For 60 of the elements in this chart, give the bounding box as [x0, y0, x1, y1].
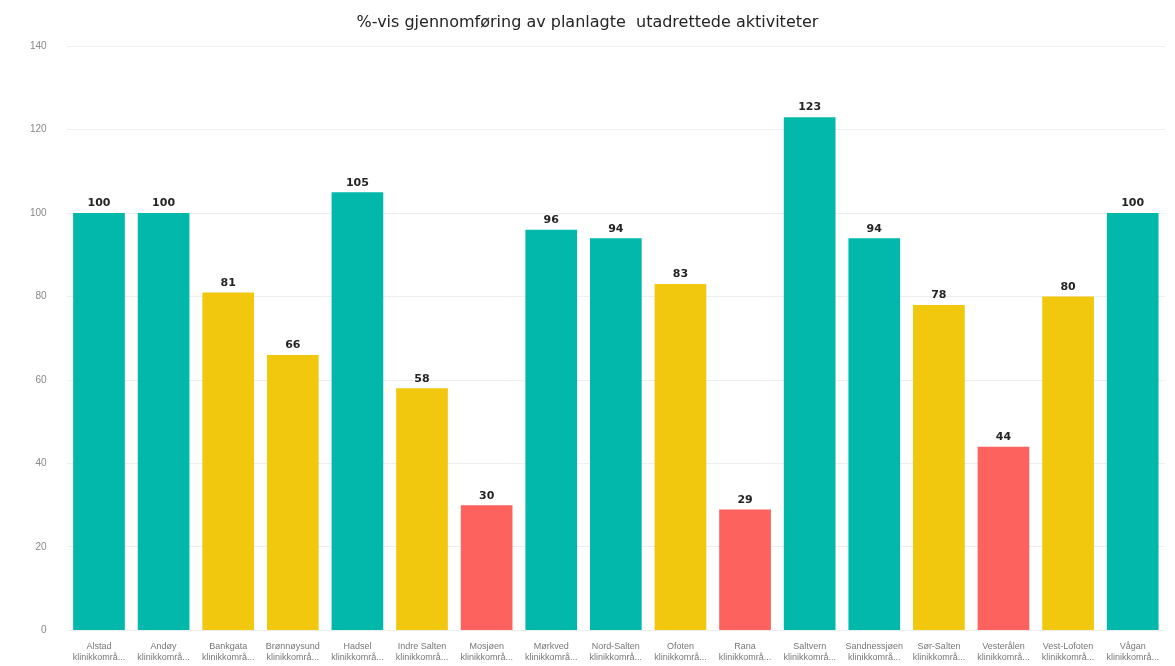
- data-label: 30: [478, 488, 495, 502]
- y-tick-label: 80: [35, 290, 48, 302]
- bar: [848, 238, 901, 630]
- data-label: 80: [1060, 279, 1077, 293]
- bar: [73, 213, 125, 630]
- bar: [913, 304, 965, 630]
- x-tick-label: Vesterålen klinikkområ...: [977, 641, 1030, 663]
- y-tick-label: 120: [30, 123, 48, 135]
- x-tick-label: Vågan klinikkområ...: [1106, 641, 1159, 663]
- bar: [266, 354, 319, 630]
- data-label: 100: [87, 196, 111, 210]
- data-label: 58: [414, 371, 430, 385]
- data-label: 78: [931, 288, 947, 302]
- data-label: 66: [285, 338, 301, 352]
- y-tick-label: 0: [41, 624, 48, 636]
- x-tick-label: Vest-Lofoten klinikkområ...: [1041, 641, 1095, 663]
- x-tick-label: Sør-Salten klinikkområ...: [912, 641, 966, 663]
- bar: [331, 192, 384, 630]
- x-tick-label: Mosjøen klinikkområ...: [460, 641, 513, 663]
- x-tick-label: Bankgata klinikkområ...: [201, 641, 255, 663]
- x-tick-label: Indre Salten klinikkområ...: [395, 641, 449, 663]
- x-tick-label: Rana klinikkområ...: [718, 641, 772, 663]
- x-tick-label: Brønnøysund klinikkområ...: [265, 641, 320, 663]
- x-tick-label: Hadsel klinikkområ...: [331, 641, 384, 663]
- bar: [783, 117, 836, 630]
- data-label: 94: [608, 221, 624, 235]
- data-label: 83: [672, 267, 689, 281]
- y-tick-label: 100: [30, 206, 48, 218]
- data-label: 96: [543, 213, 560, 227]
- bar: [137, 213, 190, 630]
- bar: [590, 238, 642, 630]
- data-label: 105: [345, 175, 369, 189]
- bar: [719, 509, 771, 630]
- x-tick-label: Mørkved klinikkområ...: [524, 641, 578, 663]
- data-label: 29: [737, 492, 753, 506]
- y-tick-label: 20: [35, 540, 48, 552]
- x-tick-label: Ofoten klinikkområ...: [654, 641, 707, 663]
- data-label: 100: [1121, 196, 1145, 210]
- data-label: 44: [995, 430, 1012, 444]
- x-tick-label: Sandnessjøen klinikkområ...: [845, 641, 904, 663]
- bar: [1042, 296, 1094, 630]
- y-tick-label: 60: [35, 373, 48, 385]
- x-tick-label: Nord-Salten klinikkområ...: [589, 641, 643, 663]
- y-tick-label: 140: [30, 39, 48, 51]
- bar: [654, 284, 707, 630]
- chart-title: %-vis gjennomføring av planlagte utadrettede aktiviteter: [356, 11, 819, 31]
- data-label: 94: [866, 221, 883, 235]
- bar: [525, 229, 578, 630]
- x-tick-label: Alstad klinikkområ...: [72, 641, 126, 663]
- bar: [977, 446, 1030, 630]
- bar: [202, 292, 255, 630]
- data-label: 81: [220, 275, 236, 289]
- bar: [396, 388, 448, 630]
- bar: [460, 505, 513, 630]
- y-tick-label: 40: [35, 457, 48, 469]
- x-tick-label: Saltvern klinikkområ...: [783, 641, 836, 663]
- x-tick-label: Andøy klinikkområ...: [137, 641, 190, 663]
- data-label: 123: [798, 100, 822, 114]
- bar: [1106, 213, 1159, 630]
- data-label: 100: [152, 196, 176, 210]
